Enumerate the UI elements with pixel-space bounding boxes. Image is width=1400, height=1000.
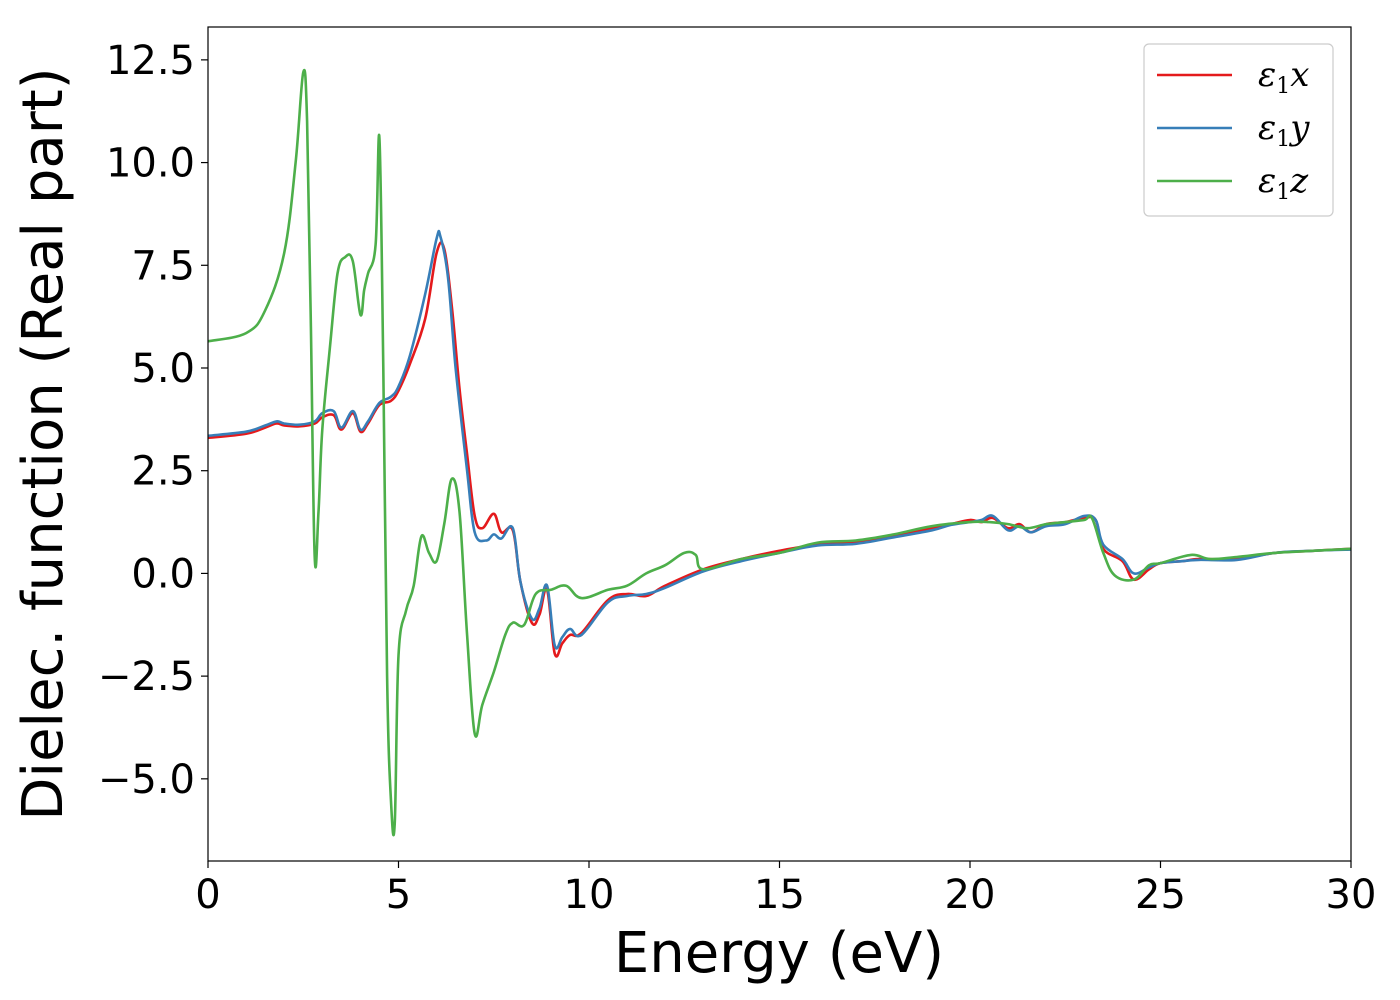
- series-layer: [208, 68, 1351, 837]
- y-tick-label: −5.0: [98, 757, 195, 803]
- series-line-y: [208, 229, 1351, 650]
- y-tick-label: 2.5: [131, 449, 195, 495]
- x-axis-label: Energy (eV): [614, 921, 944, 986]
- legend-box: [1143, 43, 1334, 217]
- y-tick-label: 0.0: [131, 551, 195, 597]
- y-tick-label: 10.0: [106, 141, 195, 187]
- legend-items: ε1x ε1y ε1z: [1157, 55, 1310, 205]
- x-tick-label: 15: [754, 872, 805, 918]
- x-tick-label: 25: [1135, 872, 1186, 918]
- legend-label-x: ε1x: [1258, 55, 1309, 99]
- x-tick-label: 10: [564, 872, 615, 918]
- legend-label-y: ε1y: [1258, 108, 1310, 152]
- x-tick-label: 0: [195, 872, 220, 918]
- series-line-z: [208, 68, 1351, 837]
- y-tick-label: −2.5: [98, 654, 195, 700]
- x-tick-label: 5: [386, 872, 411, 918]
- legend: ε1x ε1y ε1z: [1143, 43, 1334, 217]
- x-tick-label: 30: [1326, 872, 1377, 918]
- legend-label-z: ε1z: [1258, 161, 1309, 205]
- x-tick-label: 20: [945, 872, 996, 918]
- series-line-x: [208, 241, 1351, 658]
- y-axis-label: Dielec. function (Real part): [11, 67, 76, 820]
- y-tick-label: 5.0: [131, 346, 195, 392]
- x-axis-ticks: 0 5 10 15 20 25 30: [195, 861, 1376, 918]
- y-axis-ticks: −5.0 −2.5 0.0 2.5 5.0 7.5 10.0 12.5: [98, 38, 208, 803]
- y-tick-label: 12.5: [106, 38, 195, 84]
- y-tick-label: 7.5: [131, 243, 195, 289]
